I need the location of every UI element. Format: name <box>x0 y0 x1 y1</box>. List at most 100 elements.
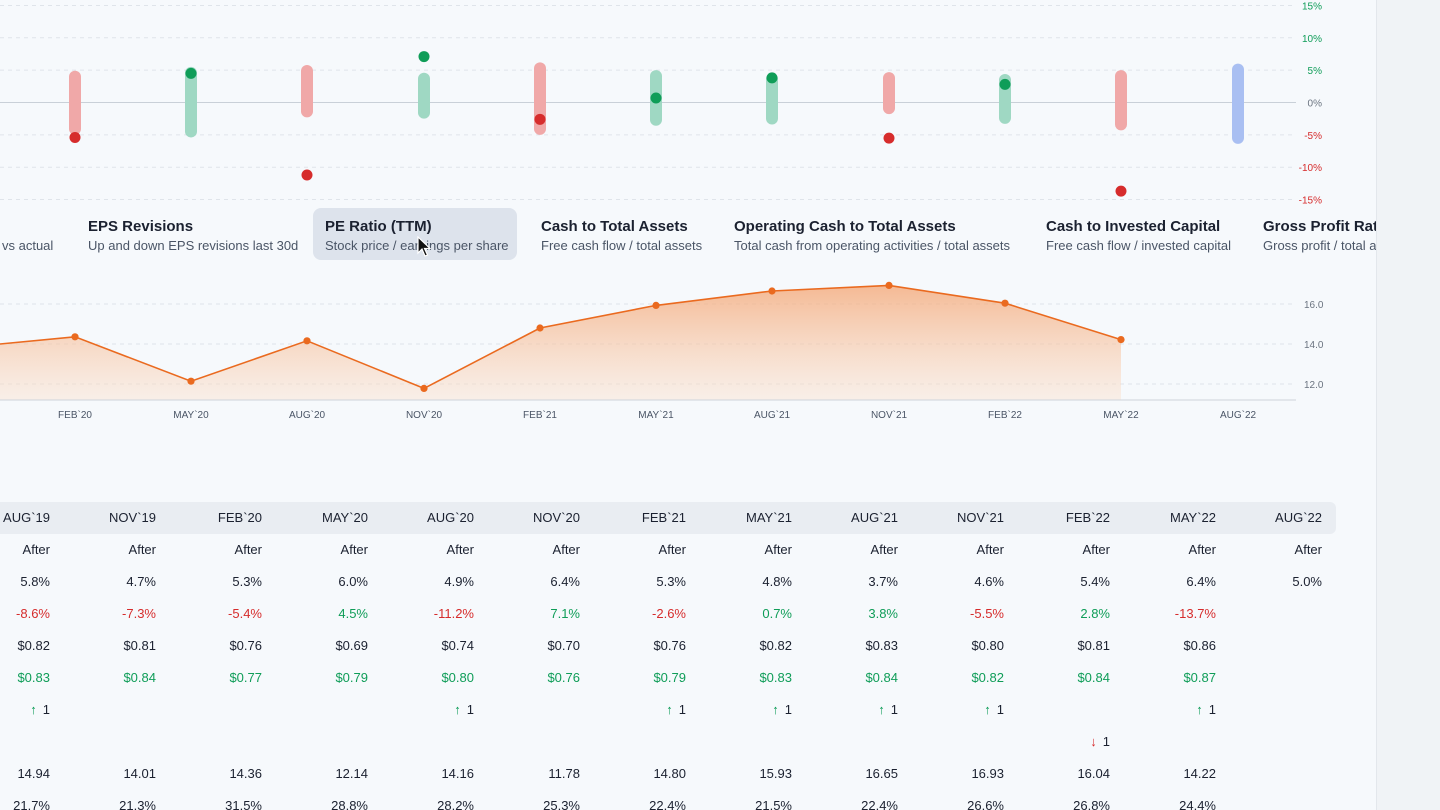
range-bar <box>1232 63 1244 144</box>
surprise-cell: 7.1% <box>550 606 580 621</box>
metric-value-cell: 6.0% <box>338 574 368 589</box>
column-header: FEB`22 <box>1065 510 1110 525</box>
estimate-cell: $0.70 <box>547 638 580 653</box>
cash-to-assets-cell: 21.3% <box>119 798 156 810</box>
arrow-up-icon: ↑ <box>454 702 461 717</box>
surprise-cell: -13.7% <box>1174 606 1216 621</box>
revision-up-cell: ↑ 1 <box>30 702 50 717</box>
range-bar <box>69 70 81 135</box>
pe-ratio-cell: 14.22 <box>1183 766 1216 781</box>
metric-value-cell: 5.3% <box>232 574 262 589</box>
y-tick-label: 14.0 <box>1304 340 1324 351</box>
estimate-cell: $0.80 <box>971 638 1004 653</box>
surprise-point <box>418 51 430 63</box>
pe-area <box>0 285 1121 400</box>
report-timing-cell: After <box>234 542 262 557</box>
range-bar <box>1115 70 1127 131</box>
metric-desc: Free cash flow / total assets <box>541 238 703 253</box>
actual-eps-cell: $0.84 <box>123 670 156 685</box>
actual-eps-cell: $0.80 <box>441 670 474 685</box>
surprise-cell: -8.6% <box>16 606 50 621</box>
x-tick-label: FEB`22 <box>988 409 1022 421</box>
estimate-cell: $0.82 <box>17 638 50 653</box>
report-timing-cell: After <box>1188 542 1216 557</box>
arrow-up-icon: ↑ <box>1196 702 1203 717</box>
metric-desc: Up and down EPS revisions last 30d <box>88 238 299 253</box>
estimate-cell: $0.82 <box>759 638 792 653</box>
arrow-up-icon: ↑ <box>878 702 885 717</box>
metric-value-cell: 5.3% <box>656 574 686 589</box>
y-tick-label: 10% <box>1302 34 1322 45</box>
estimate-cell: $0.69 <box>335 638 368 653</box>
right-scroll-gutter[interactable] <box>1376 0 1440 810</box>
report-timing-cell: After <box>1082 542 1110 557</box>
table-header-band <box>0 502 1336 534</box>
arrow-up-icon: ↑ <box>666 702 673 717</box>
column-header: NOV`19 <box>109 510 156 525</box>
cash-to-assets-cell: 26.6% <box>967 798 1004 810</box>
actual-eps-cell: $0.82 <box>971 670 1004 685</box>
cash-to-assets-cell: 24.4% <box>1179 798 1216 810</box>
pe-point <box>303 337 311 345</box>
x-tick-label: NOV`20 <box>406 409 443 421</box>
y-tick-label: 5% <box>1308 66 1323 77</box>
column-header: AUG`20 <box>427 510 474 525</box>
revision-up-cell: ↑ 1 <box>666 702 686 717</box>
cash-to-assets-cell: 21.5% <box>755 798 792 810</box>
metric-value-cell: 6.4% <box>550 574 580 589</box>
x-tick-label: FEB`21 <box>523 409 557 421</box>
pe-point <box>652 301 660 309</box>
cash-to-assets-cell: 31.5% <box>225 798 262 810</box>
pe-point <box>768 287 776 295</box>
metric-value-cell: 4.8% <box>762 574 792 589</box>
metric-tab-gross-profit-ratio[interactable]: Gross Profit Ratio Gross profit / total … <box>1251 208 1376 260</box>
column-header: MAY`21 <box>746 510 792 525</box>
pe-ratio-cell: 14.01 <box>123 766 156 781</box>
metric-tab-cash-to-invested-capital[interactable]: Cash to Invested Capital Free cash flow … <box>1034 208 1243 260</box>
column-header: AUG`19 <box>3 510 50 525</box>
metric-tabs: vs actual EPS Revisions Up and down EPS … <box>0 208 1376 262</box>
y-tick-label: -5% <box>1304 131 1322 142</box>
metric-value-cell: 4.6% <box>974 574 1004 589</box>
column-header: AUG`21 <box>851 510 898 525</box>
arrow-up-icon: ↑ <box>772 702 779 717</box>
surprise-point <box>185 67 197 79</box>
revision-up-cell: ↑ 1 <box>772 702 792 717</box>
cash-to-assets-cell: 22.4% <box>649 798 686 810</box>
metric-value-cell: 6.4% <box>1186 574 1216 589</box>
arrow-up-icon: ↑ <box>984 702 991 717</box>
metric-value-cell: 4.9% <box>444 574 474 589</box>
actual-eps-cell: $0.84 <box>1077 670 1110 685</box>
pe-ratio-cell: 12.14 <box>335 766 368 781</box>
revision-up-cell: ↑ 1 <box>984 702 1004 717</box>
actual-eps-cell: $0.76 <box>547 670 580 685</box>
metric-desc: Free cash flow / invested capital <box>1046 238 1231 253</box>
metric-title: PE Ratio (TTM) <box>325 218 432 235</box>
metric-tab-cash-to-total-assets[interactable]: Cash to Total Assets Free cash flow / to… <box>529 208 714 260</box>
metric-value-cell: 5.8% <box>20 574 50 589</box>
actual-eps-cell: $0.83 <box>759 670 792 685</box>
metric-tab-surprise[interactable]: vs actual <box>0 208 65 260</box>
cash-to-assets-cell: 28.2% <box>437 798 474 810</box>
metric-tab-eps-revisions[interactable]: EPS Revisions Up and down EPS revisions … <box>76 208 310 260</box>
cash-to-assets-cell: 26.8% <box>1073 798 1110 810</box>
cash-to-assets-cell: 21.7% <box>13 798 50 810</box>
surprise-cell: 2.8% <box>1080 606 1110 621</box>
pe-ratio-cell: 14.36 <box>229 766 262 781</box>
y-tick-label: -10% <box>1299 163 1322 174</box>
pe-ratio-cell: 14.80 <box>653 766 686 781</box>
x-tick-label: MAY`20 <box>173 409 209 421</box>
mouse-cursor-icon <box>417 236 431 257</box>
range-bar <box>418 72 430 119</box>
metric-tab-pe-ratio[interactable]: PE Ratio (TTM) Stock price / earnings pe… <box>313 208 517 260</box>
surprise-cell: 3.8% <box>868 606 898 621</box>
cash-to-assets-cell: 25.3% <box>543 798 580 810</box>
surprise-cell: -5.5% <box>970 606 1004 621</box>
pe-point <box>1001 299 1009 307</box>
metric-tab-operating-cash[interactable]: Operating Cash to Total Assets Total cas… <box>722 208 1022 260</box>
column-header: AUG`22 <box>1275 510 1322 525</box>
pe-ratio-cell: 16.93 <box>971 766 1004 781</box>
metric-desc: Total cash from operating activities / t… <box>734 238 1011 253</box>
pe-ratio-cell: 11.78 <box>548 766 580 781</box>
report-timing-cell: After <box>446 542 474 557</box>
